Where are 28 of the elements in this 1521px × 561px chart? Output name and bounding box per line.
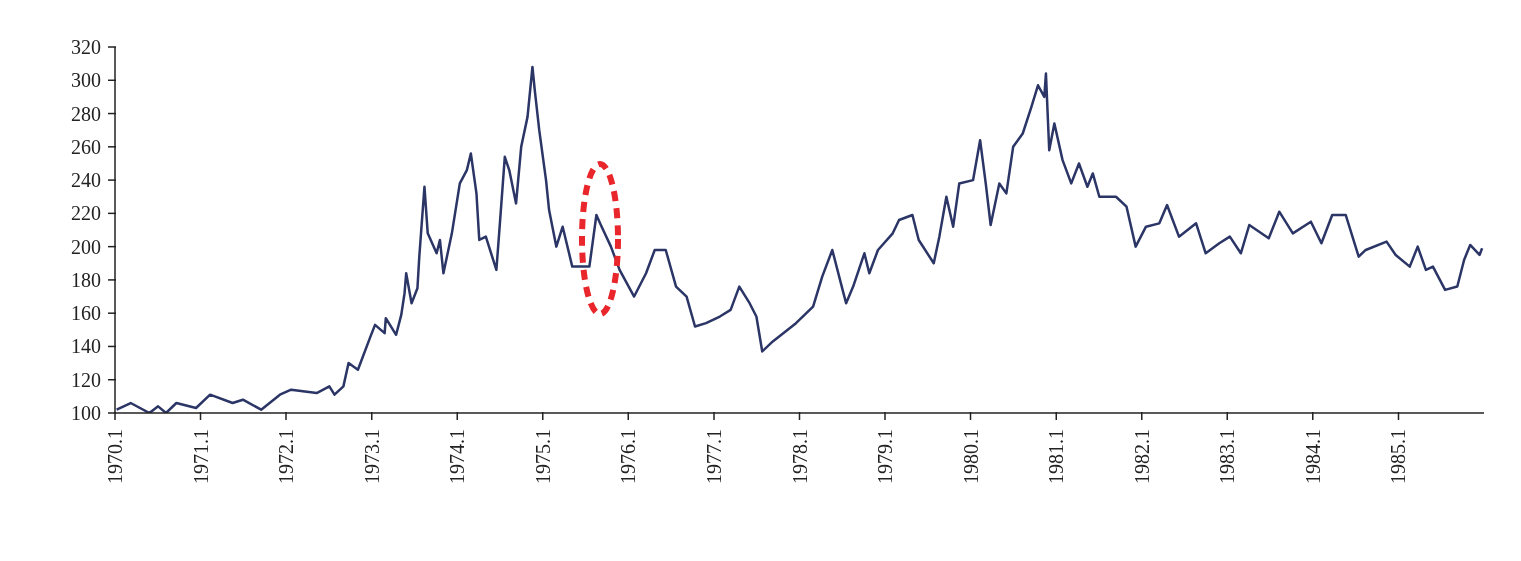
y-tick-label: 200 xyxy=(71,235,101,258)
x-tick-label: 1971.1 xyxy=(189,429,212,484)
x-tick-label: 1973.1 xyxy=(360,429,383,484)
y-tick-label: 260 xyxy=(71,135,101,158)
y-tick-label: 140 xyxy=(71,335,101,358)
x-tick-label: 1970.1 xyxy=(104,429,126,484)
y-tick-label: 300 xyxy=(71,69,101,92)
y-tick-label: 320 xyxy=(71,36,101,58)
y-tick-label: 220 xyxy=(71,202,101,225)
x-tick-label: 1979.1 xyxy=(874,429,896,484)
y-tick-label: 280 xyxy=(71,102,101,125)
y-tick-label: 160 xyxy=(71,302,101,325)
x-tick-label: 1975.1 xyxy=(531,429,554,484)
x-tick-label: 1983.1 xyxy=(1216,429,1239,484)
x-tick-label: 1972.1 xyxy=(275,429,298,484)
y-tick-label: 120 xyxy=(71,368,101,391)
y-tick-label: 180 xyxy=(71,268,101,291)
x-tick-label: 1974.1 xyxy=(446,429,469,484)
x-tick-label: 1981.1 xyxy=(1045,429,1068,484)
x-tick-label: 1980.1 xyxy=(959,429,982,484)
x-tick-label: 1977.1 xyxy=(703,429,725,484)
y-tick-label: 240 xyxy=(71,169,101,192)
x-tick-label: 1976.1 xyxy=(617,429,640,484)
x-tick-label: 1982.1 xyxy=(1130,429,1153,484)
y-tick-label: 100 xyxy=(71,402,101,424)
x-tick-label: 1985.1 xyxy=(1387,429,1410,484)
x-tick-label: 1978.1 xyxy=(788,429,811,484)
x-tick-label: 1984.1 xyxy=(1301,429,1324,484)
